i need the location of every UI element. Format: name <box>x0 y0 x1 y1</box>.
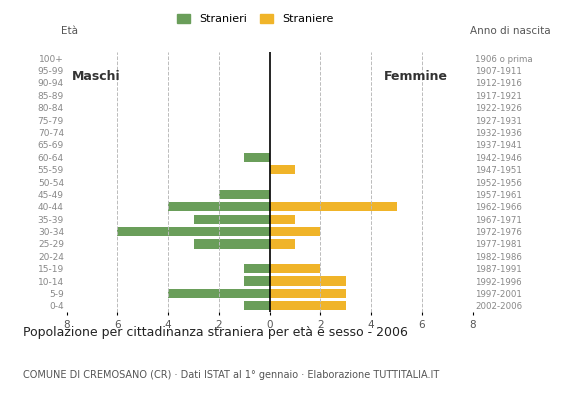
Bar <box>270 214 295 224</box>
Text: Maschi: Maschi <box>72 70 121 83</box>
Bar <box>270 227 320 236</box>
Bar <box>194 239 270 248</box>
Bar <box>270 202 397 212</box>
Bar <box>244 276 270 286</box>
Text: Femmine: Femmine <box>384 70 448 83</box>
Bar <box>270 165 295 174</box>
Bar <box>270 239 295 248</box>
Bar <box>168 202 270 212</box>
Text: COMUNE DI CREMOSANO (CR) · Dati ISTAT al 1° gennaio · Elaborazione TUTTITALIA.IT: COMUNE DI CREMOSANO (CR) · Dati ISTAT al… <box>23 370 440 380</box>
Bar <box>168 289 270 298</box>
Bar <box>244 152 270 162</box>
Bar <box>117 227 270 236</box>
Bar <box>244 301 270 310</box>
Bar <box>194 214 270 224</box>
Text: Età: Età <box>61 26 78 36</box>
Bar <box>270 289 346 298</box>
Legend: Stranieri, Straniere: Stranieri, Straniere <box>172 10 338 29</box>
Text: Anno di nascita: Anno di nascita <box>470 26 551 36</box>
Text: Popolazione per cittadinanza straniera per età e sesso - 2006: Popolazione per cittadinanza straniera p… <box>23 326 408 339</box>
Bar <box>219 190 270 199</box>
Bar <box>270 301 346 310</box>
Bar <box>270 264 320 273</box>
Bar <box>270 276 346 286</box>
Bar <box>244 264 270 273</box>
